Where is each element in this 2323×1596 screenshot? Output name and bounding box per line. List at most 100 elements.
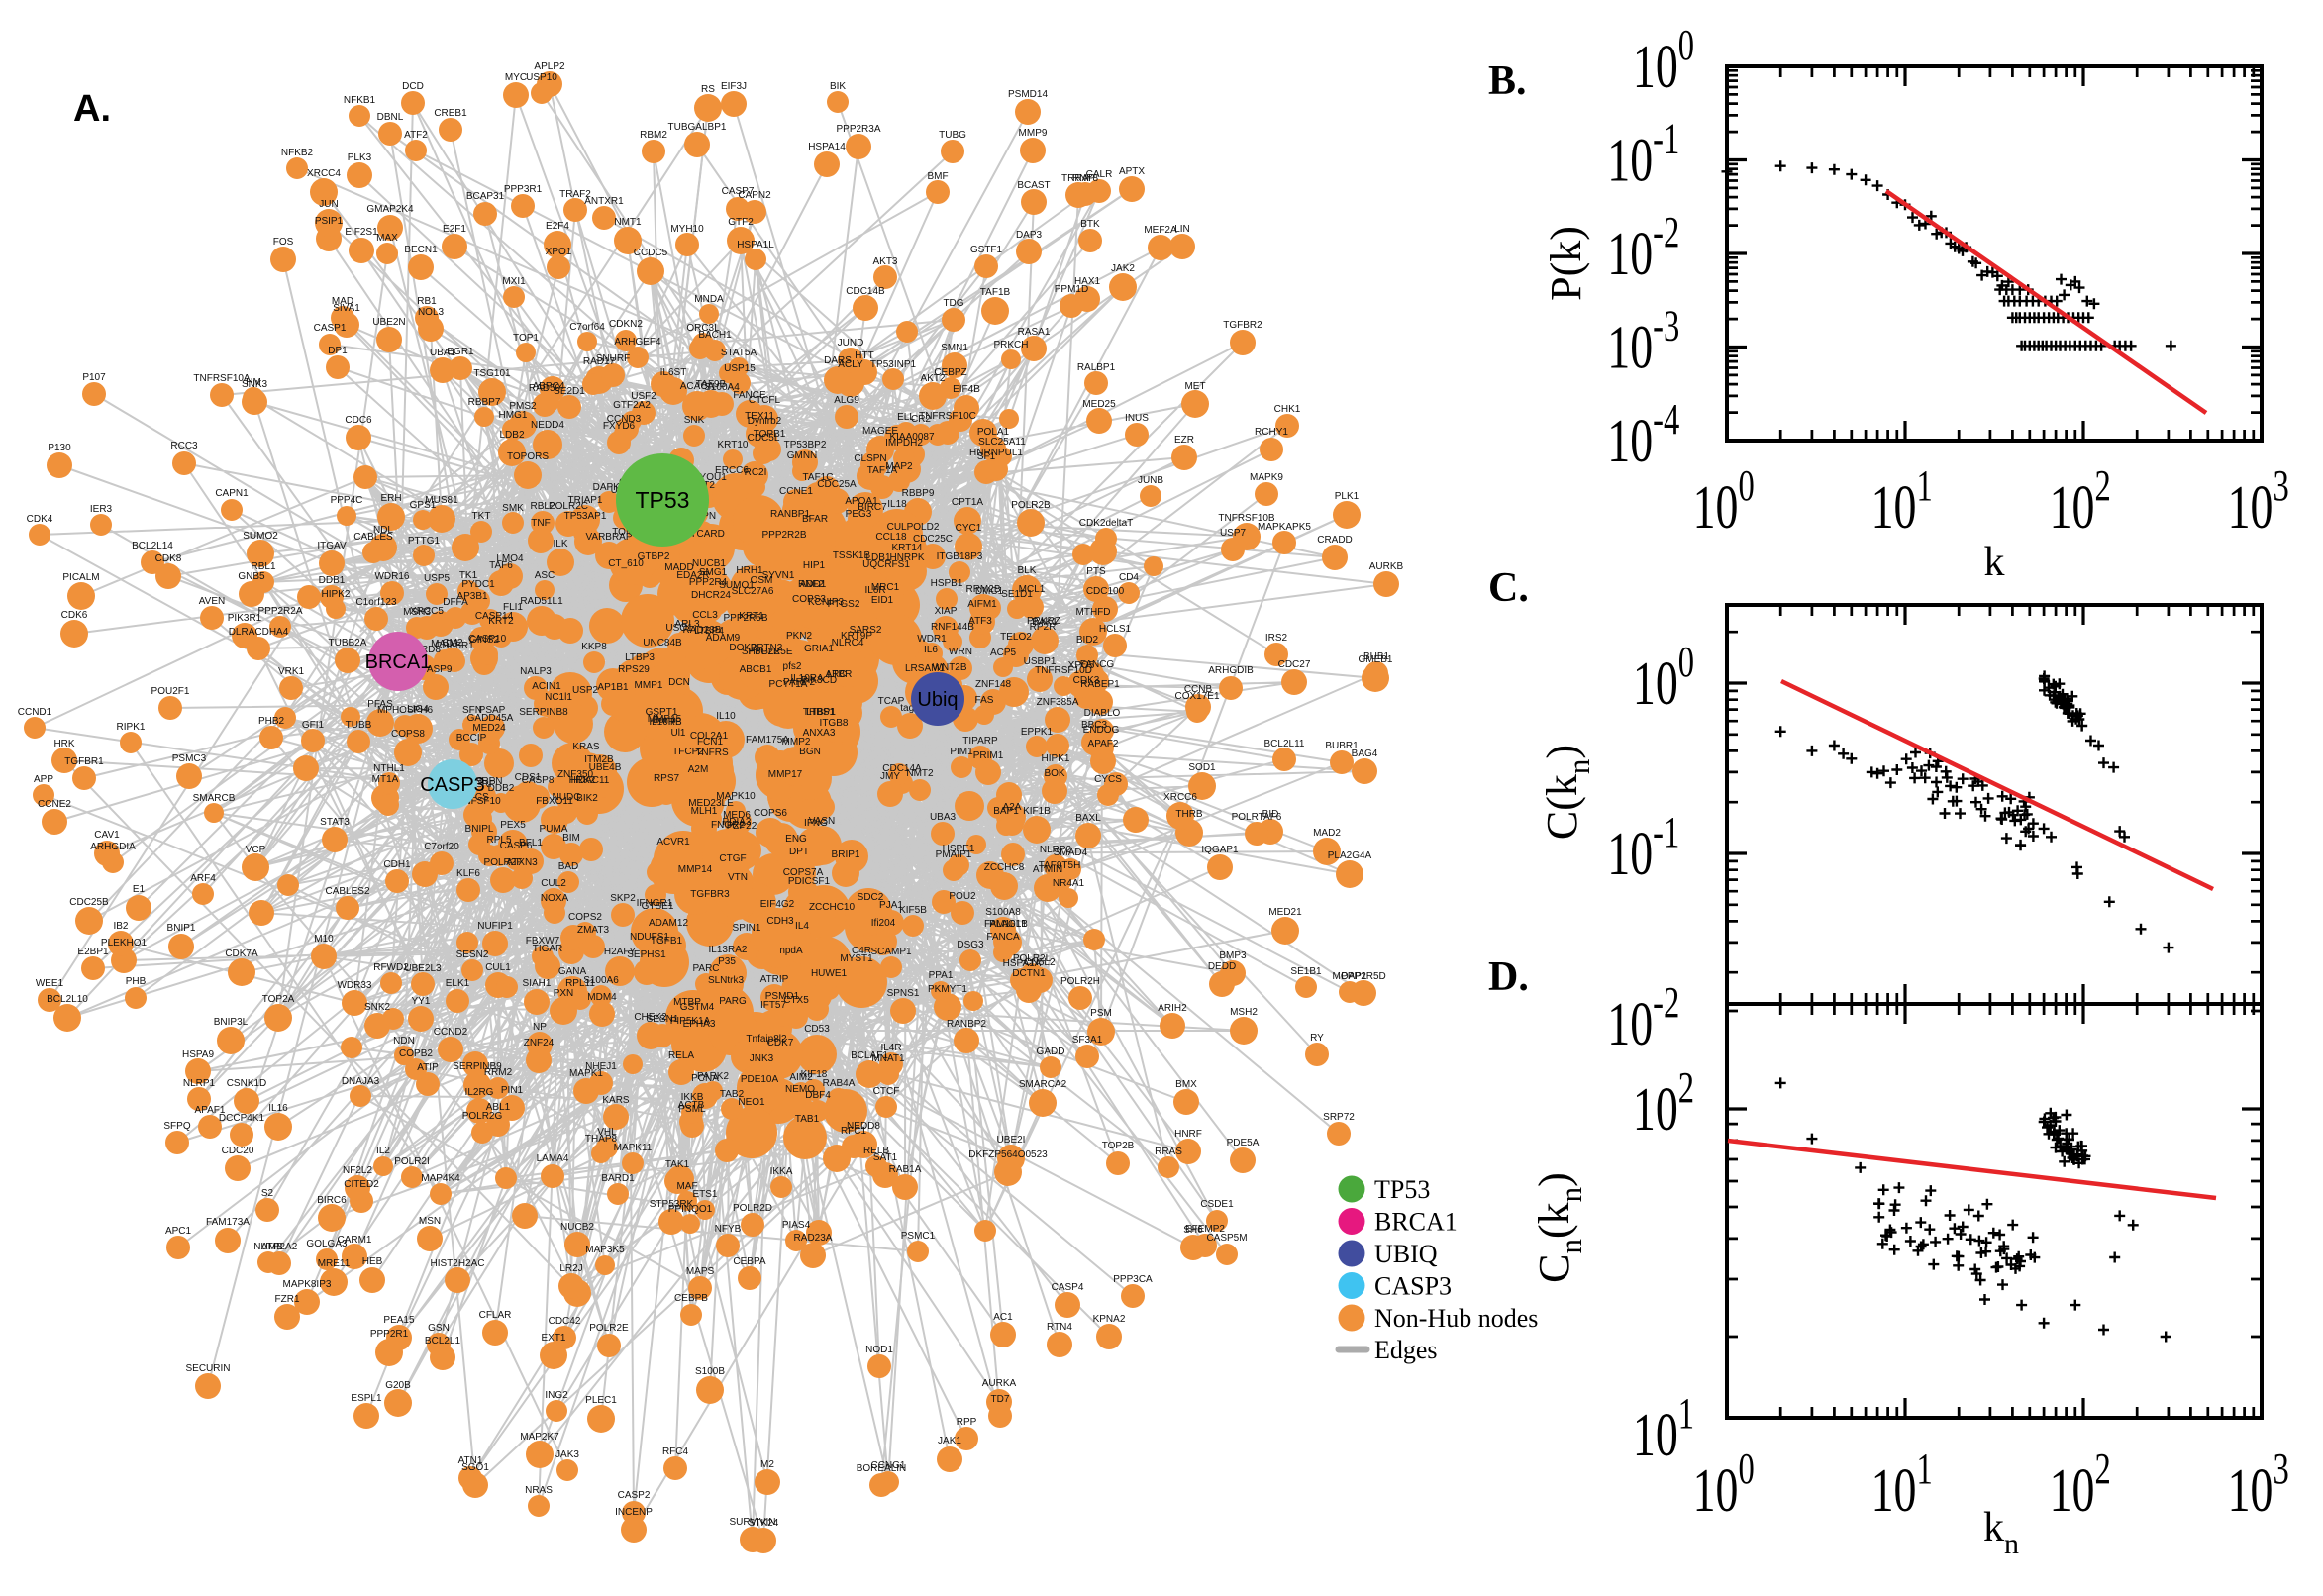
svg-text:KRT10: KRT10 bbox=[718, 440, 749, 450]
svg-text:IL2: IL2 bbox=[376, 1146, 390, 1156]
svg-text:BRCA1: BRCA1 bbox=[1374, 1208, 1458, 1237]
svg-text:PSMC1: PSMC1 bbox=[901, 1231, 936, 1242]
svg-text:CT_610: CT_610 bbox=[608, 558, 644, 569]
svg-text:pfs2: pfs2 bbox=[783, 661, 802, 672]
svg-text:CABLES: CABLES bbox=[354, 532, 393, 543]
svg-text:SIVA1: SIVA1 bbox=[333, 303, 360, 314]
svg-text:GMEB1: GMEB1 bbox=[1358, 654, 1392, 665]
svg-text:ERCC6: ERCC6 bbox=[715, 465, 749, 476]
svg-text:MT1A: MT1A bbox=[372, 774, 399, 785]
svg-text:PHB2: PHB2 bbox=[258, 716, 285, 727]
svg-text:AP1B1: AP1B1 bbox=[597, 682, 629, 693]
svg-text:JUNB: JUNB bbox=[1138, 475, 1163, 486]
svg-text:EIF4G2: EIF4G2 bbox=[760, 899, 795, 910]
svg-text:STAT5A: STAT5A bbox=[721, 348, 758, 358]
svg-text:BBC3: BBC3 bbox=[1081, 720, 1108, 731]
svg-text:Dynlrb2: Dynlrb2 bbox=[748, 416, 782, 427]
svg-text:TAB1: TAB1 bbox=[795, 1114, 820, 1125]
svg-text:KRT2: KRT2 bbox=[488, 616, 514, 627]
svg-text:LR2J: LR2J bbox=[559, 1263, 582, 1274]
svg-text:MAP3K5: MAP3K5 bbox=[585, 1245, 625, 1255]
svg-text:DP1: DP1 bbox=[328, 346, 348, 356]
svg-text:BIRC6: BIRC6 bbox=[317, 1195, 347, 1206]
svg-text:KIF18: KIF18 bbox=[801, 1069, 828, 1080]
svg-text:EIF3J: EIF3J bbox=[721, 81, 747, 92]
svg-text:MED23LE: MED23LE bbox=[688, 798, 734, 809]
svg-text:KKP8: KKP8 bbox=[581, 642, 607, 652]
svg-text:IL4: IL4 bbox=[795, 921, 809, 932]
svg-text:NFYB: NFYB bbox=[715, 1224, 742, 1235]
svg-text:FLI1: FLI1 bbox=[503, 602, 523, 613]
svg-text:CCL18: CCL18 bbox=[875, 532, 907, 543]
svg-text:BUBR1: BUBR1 bbox=[1325, 741, 1359, 751]
svg-text:CDK4: CDK4 bbox=[27, 514, 53, 525]
svg-text:TD7: TD7 bbox=[991, 1394, 1010, 1405]
svg-text:FAM173A: FAM173A bbox=[206, 1217, 250, 1228]
svg-text:KLF6: KLF6 bbox=[456, 868, 480, 879]
svg-text:BECN1: BECN1 bbox=[404, 245, 438, 255]
svg-text:COPB2: COPB2 bbox=[399, 1048, 433, 1059]
svg-text:MSH3: MSH3 bbox=[403, 607, 431, 618]
svg-text:IL18: IL18 bbox=[887, 499, 907, 510]
svg-text:ALG9: ALG9 bbox=[834, 395, 859, 406]
svg-text:PARK2: PARK2 bbox=[697, 1071, 729, 1082]
svg-text:DCCP4K1: DCCP4K1 bbox=[219, 1113, 265, 1124]
svg-text:TUBB: TUBB bbox=[346, 720, 372, 731]
svg-text:MMP9: MMP9 bbox=[1019, 128, 1048, 139]
svg-text:POLR2H: POLR2H bbox=[1060, 976, 1100, 987]
svg-text:NEDD8: NEDD8 bbox=[847, 1121, 880, 1132]
svg-text:MMP1: MMP1 bbox=[635, 680, 663, 691]
svg-text:S100A6: S100A6 bbox=[583, 975, 619, 986]
svg-text:STK24: STK24 bbox=[749, 1518, 779, 1529]
svg-text:RNF144B: RNF144B bbox=[931, 622, 974, 633]
svg-text:SUMO1: SUMO1 bbox=[719, 580, 755, 591]
svg-text:MAPK10: MAPK10 bbox=[716, 791, 756, 802]
svg-text:PLEKHO1: PLEKHO1 bbox=[101, 938, 148, 948]
svg-text:HSPA9: HSPA9 bbox=[182, 1049, 214, 1060]
svg-text:ARHGDIB: ARHGDIB bbox=[1208, 665, 1254, 676]
svg-text:XIAP: XIAP bbox=[935, 606, 958, 617]
svg-text:MAD2: MAD2 bbox=[1313, 828, 1341, 839]
svg-text:PPP3R1: PPP3R1 bbox=[504, 184, 543, 195]
svg-text:COX17E1: COX17E1 bbox=[1174, 691, 1219, 702]
svg-text:MMP2: MMP2 bbox=[782, 737, 811, 748]
svg-text:VARBRAP: VARBRAP bbox=[585, 532, 632, 543]
svg-text:CASP3: CASP3 bbox=[420, 774, 485, 796]
svg-text:JUND: JUND bbox=[838, 338, 864, 349]
svg-text:PERP: PERP bbox=[468, 779, 496, 790]
svg-text:TOP1: TOP1 bbox=[513, 333, 539, 344]
svg-text:TUBGALBP1: TUBGALBP1 bbox=[668, 122, 727, 133]
svg-text:BNIP3L: BNIP3L bbox=[214, 1017, 249, 1028]
svg-text:MCL1: MCL1 bbox=[1019, 584, 1046, 595]
svg-text:NLRC4: NLRC4 bbox=[832, 638, 864, 648]
svg-text:RANBP2: RANBP2 bbox=[947, 1019, 986, 1030]
svg-text:LMO4: LMO4 bbox=[496, 553, 524, 564]
svg-text:USP5: USP5 bbox=[424, 573, 451, 584]
svg-text:SKP2: SKP2 bbox=[610, 893, 636, 904]
svg-text:TGFBR2: TGFBR2 bbox=[1223, 320, 1262, 331]
svg-text:CRADD: CRADD bbox=[1317, 535, 1353, 546]
svg-text:RIPK1: RIPK1 bbox=[117, 722, 146, 733]
svg-text:TNFRSF10A: TNFRSF10A bbox=[193, 373, 251, 384]
svg-text:CDC25C: CDC25C bbox=[913, 534, 953, 545]
svg-text:HRK2: HRK2 bbox=[569, 775, 596, 786]
svg-text:PEX5: PEX5 bbox=[500, 820, 526, 831]
svg-text:XPO1: XPO1 bbox=[546, 247, 572, 257]
svg-text:IQGAP1: IQGAP1 bbox=[1201, 845, 1239, 855]
svg-text:CDK5R1: CDK5R1 bbox=[435, 641, 474, 651]
svg-text:NDL: NDL bbox=[373, 525, 393, 536]
svg-text:POLR2D: POLR2D bbox=[733, 1203, 772, 1214]
svg-text:SUMO2: SUMO2 bbox=[243, 531, 278, 542]
svg-text:NUFIP1: NUFIP1 bbox=[477, 921, 513, 932]
svg-text:PYCARD: PYCARD bbox=[683, 529, 725, 540]
svg-text:GSN: GSN bbox=[428, 1323, 450, 1334]
svg-text:FOS: FOS bbox=[273, 237, 294, 248]
svg-text:CCNE1: CCNE1 bbox=[779, 486, 813, 497]
svg-text:MADD: MADD bbox=[664, 562, 693, 573]
svg-text:NMT2: NMT2 bbox=[906, 768, 934, 779]
svg-text:SMAD4: SMAD4 bbox=[1054, 848, 1088, 858]
svg-text:POLR2C: POLR2C bbox=[549, 501, 588, 512]
svg-text:GANA: GANA bbox=[558, 966, 587, 977]
svg-text:NOL3: NOL3 bbox=[418, 307, 445, 318]
svg-text:E2F4: E2F4 bbox=[546, 221, 569, 232]
